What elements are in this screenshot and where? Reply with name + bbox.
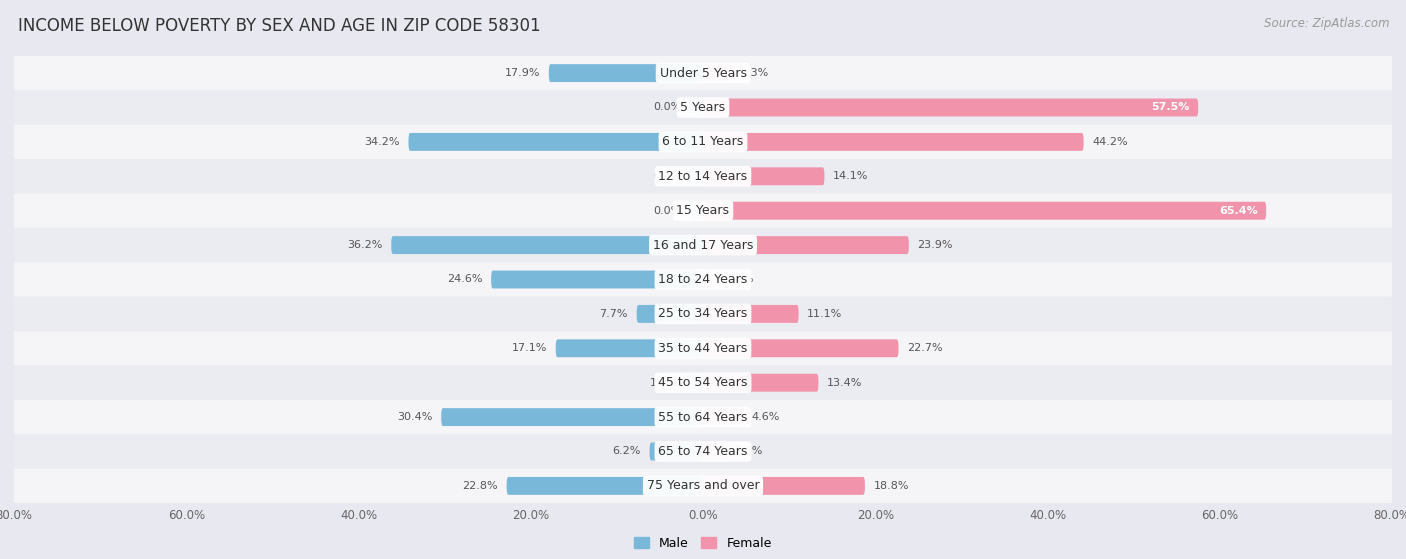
FancyBboxPatch shape: [548, 64, 703, 82]
FancyBboxPatch shape: [690, 167, 703, 185]
Text: 17.9%: 17.9%: [505, 68, 540, 78]
Text: 35 to 44 Years: 35 to 44 Years: [658, 342, 748, 355]
FancyBboxPatch shape: [14, 262, 1392, 297]
FancyBboxPatch shape: [703, 98, 1198, 116]
FancyBboxPatch shape: [14, 366, 1392, 400]
Text: 0.72%: 0.72%: [718, 274, 754, 285]
FancyBboxPatch shape: [650, 443, 703, 461]
FancyBboxPatch shape: [441, 408, 703, 426]
FancyBboxPatch shape: [703, 374, 818, 392]
FancyBboxPatch shape: [14, 193, 1392, 228]
FancyBboxPatch shape: [14, 159, 1392, 193]
Text: 24.6%: 24.6%: [447, 274, 482, 285]
FancyBboxPatch shape: [14, 91, 1392, 125]
FancyBboxPatch shape: [14, 125, 1392, 159]
Text: 34.2%: 34.2%: [364, 137, 399, 147]
Text: Source: ZipAtlas.com: Source: ZipAtlas.com: [1264, 17, 1389, 30]
Text: 5 Years: 5 Years: [681, 101, 725, 114]
Text: 14.1%: 14.1%: [832, 171, 869, 181]
FancyBboxPatch shape: [703, 339, 898, 357]
Text: 6 to 11 Years: 6 to 11 Years: [662, 135, 744, 148]
FancyBboxPatch shape: [506, 477, 703, 495]
Text: 7.7%: 7.7%: [599, 309, 628, 319]
Text: 16 and 17 Years: 16 and 17 Years: [652, 239, 754, 252]
Text: 3.3%: 3.3%: [740, 68, 768, 78]
Text: 30.4%: 30.4%: [398, 412, 433, 422]
Text: 36.2%: 36.2%: [347, 240, 382, 250]
FancyBboxPatch shape: [703, 408, 742, 426]
Text: 18 to 24 Years: 18 to 24 Years: [658, 273, 748, 286]
FancyBboxPatch shape: [686, 374, 703, 392]
Text: 23.9%: 23.9%: [918, 240, 953, 250]
FancyBboxPatch shape: [491, 271, 703, 288]
Text: 45 to 54 Years: 45 to 54 Years: [658, 376, 748, 389]
Text: 0.0%: 0.0%: [654, 102, 682, 112]
FancyBboxPatch shape: [391, 236, 703, 254]
FancyBboxPatch shape: [703, 167, 824, 185]
Text: 25 to 34 Years: 25 to 34 Years: [658, 307, 748, 320]
Text: Under 5 Years: Under 5 Years: [659, 67, 747, 79]
Text: 1.9%: 1.9%: [650, 378, 678, 388]
Text: 18.8%: 18.8%: [873, 481, 910, 491]
FancyBboxPatch shape: [14, 56, 1392, 91]
FancyBboxPatch shape: [409, 133, 703, 151]
FancyBboxPatch shape: [14, 297, 1392, 331]
Legend: Male, Female: Male, Female: [630, 532, 776, 555]
Text: 11.1%: 11.1%: [807, 309, 842, 319]
FancyBboxPatch shape: [14, 228, 1392, 262]
FancyBboxPatch shape: [690, 98, 703, 116]
Text: 6.2%: 6.2%: [613, 447, 641, 457]
Text: 57.5%: 57.5%: [1152, 102, 1189, 112]
FancyBboxPatch shape: [703, 133, 1084, 151]
FancyBboxPatch shape: [703, 271, 709, 288]
Text: 22.8%: 22.8%: [463, 481, 498, 491]
FancyBboxPatch shape: [703, 305, 799, 323]
Text: 15 Years: 15 Years: [676, 204, 730, 217]
Text: INCOME BELOW POVERTY BY SEX AND AGE IN ZIP CODE 58301: INCOME BELOW POVERTY BY SEX AND AGE IN Z…: [18, 17, 541, 35]
Text: 55 to 64 Years: 55 to 64 Years: [658, 411, 748, 424]
Text: 44.2%: 44.2%: [1092, 137, 1128, 147]
Text: 65 to 74 Years: 65 to 74 Years: [658, 445, 748, 458]
Text: 0.0%: 0.0%: [654, 206, 682, 216]
Text: 75 Years and over: 75 Years and over: [647, 480, 759, 492]
FancyBboxPatch shape: [555, 339, 703, 357]
Text: 65.4%: 65.4%: [1219, 206, 1257, 216]
Text: 17.1%: 17.1%: [512, 343, 547, 353]
FancyBboxPatch shape: [690, 202, 703, 220]
Text: 2.6%: 2.6%: [734, 447, 762, 457]
FancyBboxPatch shape: [703, 443, 725, 461]
Text: 13.4%: 13.4%: [827, 378, 862, 388]
Text: 22.7%: 22.7%: [907, 343, 943, 353]
Text: 12 to 14 Years: 12 to 14 Years: [658, 170, 748, 183]
FancyBboxPatch shape: [703, 236, 908, 254]
FancyBboxPatch shape: [14, 468, 1392, 503]
FancyBboxPatch shape: [703, 64, 731, 82]
Text: 4.6%: 4.6%: [751, 412, 779, 422]
FancyBboxPatch shape: [703, 202, 1267, 220]
FancyBboxPatch shape: [637, 305, 703, 323]
Text: 0.0%: 0.0%: [654, 171, 682, 181]
FancyBboxPatch shape: [14, 400, 1392, 434]
FancyBboxPatch shape: [14, 331, 1392, 366]
FancyBboxPatch shape: [703, 477, 865, 495]
FancyBboxPatch shape: [14, 434, 1392, 468]
